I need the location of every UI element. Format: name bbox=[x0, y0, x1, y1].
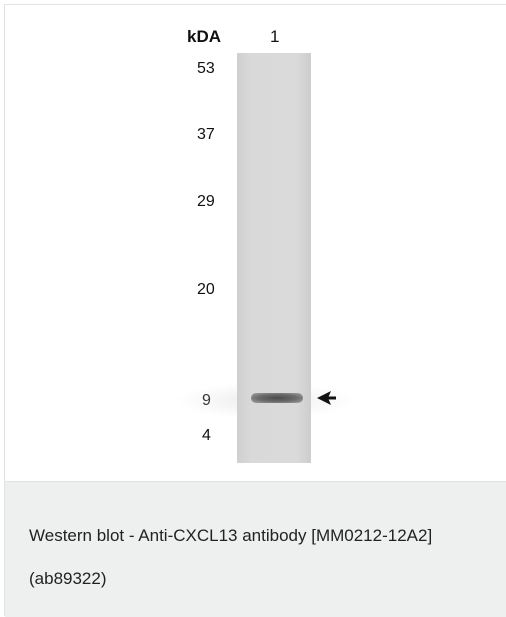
marker-label: 53 bbox=[197, 60, 215, 77]
figure-card: kDA 1 53 37 29 20 9 4 Western blot - Ant… bbox=[4, 4, 506, 617]
marker-label: 20 bbox=[197, 281, 215, 298]
unit-label: kDA bbox=[187, 27, 222, 46]
arrow-left-icon bbox=[317, 391, 336, 405]
caption-panel: Western blot - Anti-CXCL13 antibody [MM0… bbox=[5, 481, 506, 617]
marker-label: 4 bbox=[202, 427, 211, 444]
figure-caption: Western blot - Anti-CXCL13 antibody [MM0… bbox=[29, 526, 433, 588]
lane-label: 1 bbox=[270, 27, 280, 46]
protein-band bbox=[251, 393, 303, 403]
marker-label: 29 bbox=[197, 193, 215, 210]
western-blot-image[interactable]: kDA 1 53 37 29 20 9 4 bbox=[5, 5, 506, 481]
marker-label: 37 bbox=[197, 126, 215, 143]
